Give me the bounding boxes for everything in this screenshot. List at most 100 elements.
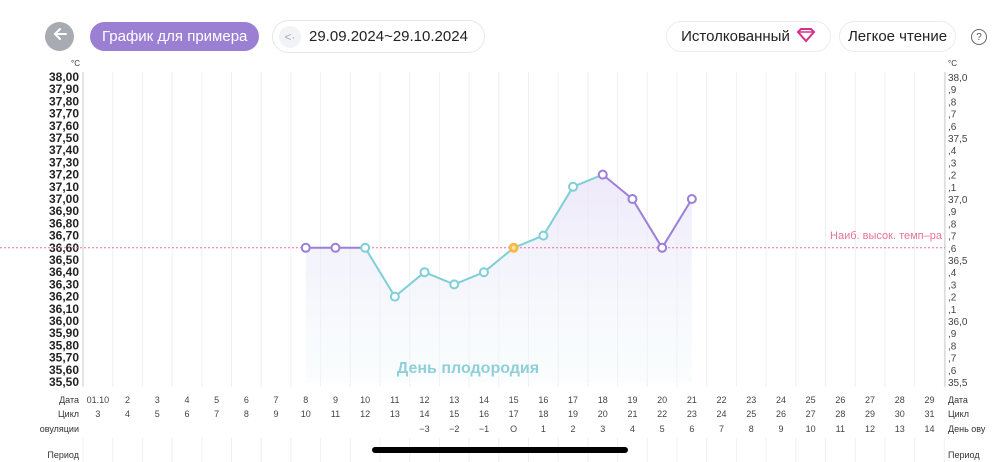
row-cell: 11 bbox=[390, 395, 399, 405]
temperature-point bbox=[627, 194, 638, 204]
row-cell: −2 bbox=[449, 424, 459, 434]
left-tick-label: 36,50 bbox=[49, 253, 79, 267]
row-cell: 11 bbox=[331, 409, 340, 419]
temperature-point bbox=[330, 242, 341, 253]
temperature-segment bbox=[572, 173, 604, 188]
row-cell: 24 bbox=[717, 409, 727, 419]
left-tick-label: 35,70 bbox=[49, 351, 79, 365]
row-cell: O bbox=[510, 424, 517, 434]
row-cell: 26 bbox=[776, 409, 786, 419]
row-cell: 31 bbox=[924, 409, 934, 419]
right-tick-label: ,3 bbox=[948, 158, 957, 169]
row-cell: −3 bbox=[419, 424, 429, 434]
right-tick-label: ,6 bbox=[948, 122, 957, 133]
temperature-point bbox=[389, 291, 400, 302]
row-cell: 7 bbox=[274, 395, 279, 405]
row-cell: 8 bbox=[303, 395, 308, 405]
row-cell: 29 bbox=[924, 395, 934, 405]
temperature-segment bbox=[364, 247, 396, 298]
left-tick-label: 35,90 bbox=[49, 326, 79, 340]
temperature-segment bbox=[394, 271, 426, 298]
interpreted-button[interactable]: Истолкованный bbox=[666, 21, 831, 52]
row-cell: 19 bbox=[568, 409, 578, 419]
row-cell: 9 bbox=[778, 424, 783, 434]
temperature-point bbox=[657, 242, 668, 253]
row-cell: 3 bbox=[95, 409, 100, 419]
row-cell: 24 bbox=[776, 395, 786, 405]
right-tick-label: ,8 bbox=[948, 97, 957, 108]
easy-read-button[interactable]: Легкое чтение bbox=[839, 21, 956, 52]
right-tick-label: 37,0 bbox=[948, 195, 968, 206]
right-tick-label: ,2 bbox=[948, 293, 957, 304]
right-tick-label: ,9 bbox=[948, 207, 957, 218]
right-tick-label: ,8 bbox=[948, 341, 957, 352]
row-cell: 22 bbox=[717, 395, 727, 405]
row-cell: 17 bbox=[568, 395, 578, 405]
left-tick-label: 37,30 bbox=[49, 155, 79, 169]
temperature-point bbox=[538, 230, 549, 241]
row-cell: 27 bbox=[806, 409, 816, 419]
row-cell: 20 bbox=[657, 395, 667, 405]
right-tick-label: 38,0 bbox=[948, 73, 968, 84]
row-cell: 9 bbox=[333, 395, 338, 405]
left-tick-label: 37,90 bbox=[49, 82, 79, 96]
left-tick-label: 36,70 bbox=[49, 229, 79, 243]
temperature-segment bbox=[602, 173, 634, 200]
row-cell: 5 bbox=[214, 395, 219, 405]
left-tick-label: 37,40 bbox=[49, 143, 79, 157]
row-cell: 2 bbox=[125, 395, 130, 405]
row-label-right: Цикл bbox=[948, 409, 969, 419]
right-tick-label: ,4 bbox=[948, 268, 957, 279]
row-cell: 6 bbox=[184, 409, 189, 419]
right-tick-label: ,7 bbox=[948, 110, 957, 121]
question-circle-icon[interactable]: ? bbox=[971, 29, 987, 45]
chevron-left-icon[interactable]: <· bbox=[279, 25, 301, 48]
bbt-chart: °C °C38,0037,9037,8037,7037,6037,5037,403… bbox=[0, 60, 986, 462]
left-tick-label: 37,00 bbox=[49, 192, 79, 206]
row-cell: 20 bbox=[598, 409, 608, 419]
left-tick-label: 37,60 bbox=[49, 119, 79, 133]
date-range-text: 29.09.2024~29.10.2024 bbox=[309, 28, 468, 45]
left-tick-label: 36,30 bbox=[49, 277, 79, 291]
temperature-segment bbox=[631, 198, 664, 249]
right-tick-label: 35,5 bbox=[948, 378, 968, 389]
temperature-point bbox=[686, 194, 697, 204]
right-tick-label: ,6 bbox=[948, 366, 957, 377]
row-cell: 4 bbox=[630, 424, 635, 434]
right-unit: °C bbox=[948, 60, 957, 68]
right-tick-label: 36,5 bbox=[948, 256, 968, 267]
row-cell: 12 bbox=[360, 409, 370, 419]
temperature-segment bbox=[424, 271, 455, 286]
left-unit: °C bbox=[71, 60, 80, 68]
date-range-selector[interactable]: <· 29.09.2024~29.10.2024 bbox=[272, 20, 485, 53]
ovulation-marker-center bbox=[511, 245, 516, 250]
left-tick-label: 36,10 bbox=[49, 302, 79, 316]
row-cell: 8 bbox=[749, 424, 754, 434]
row-cell: 13 bbox=[895, 424, 905, 434]
left-tick-label: 37,70 bbox=[49, 107, 79, 121]
row-cell: 27 bbox=[865, 395, 875, 405]
interpreted-label: Истолкованный bbox=[681, 28, 790, 45]
row-cell: 28 bbox=[835, 409, 845, 419]
row-cell: 12 bbox=[865, 424, 875, 434]
temperature-segment bbox=[453, 271, 485, 286]
row-cell: 01.10 bbox=[87, 395, 110, 405]
sample-chart-button[interactable]: График для примера bbox=[90, 22, 260, 51]
row-cell: 28 bbox=[895, 395, 905, 405]
row-cell: 9 bbox=[274, 409, 279, 419]
right-tick-label: ,1 bbox=[948, 183, 957, 194]
diamond-icon bbox=[796, 27, 816, 47]
left-tick-label: 35,80 bbox=[49, 338, 79, 352]
row-cell: 6 bbox=[689, 424, 694, 434]
back-button[interactable] bbox=[45, 22, 74, 51]
left-tick-label: 35,50 bbox=[49, 375, 79, 389]
row-cell: 23 bbox=[687, 409, 697, 419]
right-tick-label: ,3 bbox=[948, 280, 957, 291]
left-tick-label: 36,00 bbox=[49, 314, 79, 328]
row-cell: 7 bbox=[214, 409, 219, 419]
left-tick-label: 36,40 bbox=[49, 265, 79, 279]
left-tick-label: 37,80 bbox=[49, 94, 79, 108]
home-indicator bbox=[372, 447, 628, 453]
right-tick-label: ,6 bbox=[948, 244, 957, 255]
row-cell: 10 bbox=[360, 395, 370, 405]
